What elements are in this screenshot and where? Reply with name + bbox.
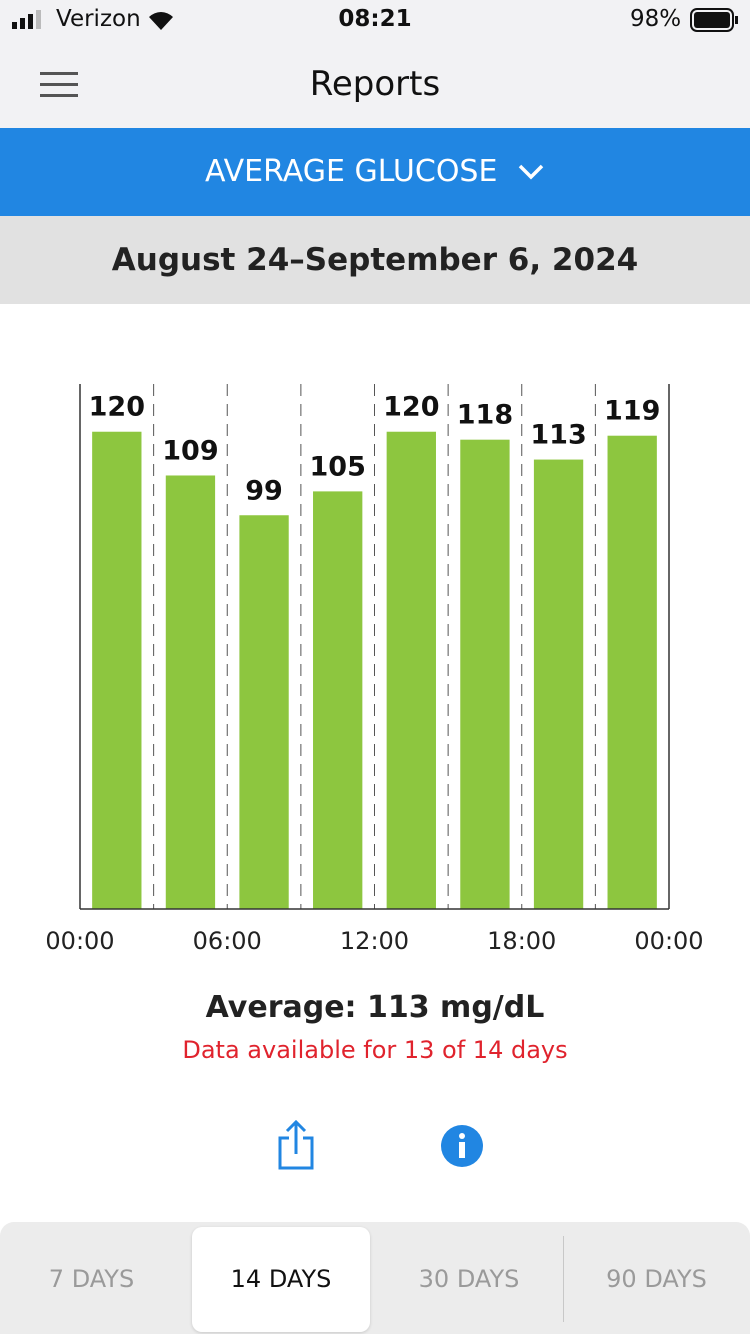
x-tick-label: 18:00 bbox=[487, 927, 556, 955]
battery-icon bbox=[690, 8, 738, 32]
tab-divider bbox=[563, 1236, 564, 1322]
clock: 08:21 bbox=[338, 6, 412, 32]
bar bbox=[239, 515, 289, 909]
x-tick-label: 06:00 bbox=[193, 927, 262, 955]
data-label: 99 bbox=[245, 475, 283, 506]
data-label: 120 bbox=[383, 392, 439, 423]
bar bbox=[313, 491, 363, 909]
data-label: 105 bbox=[310, 451, 366, 482]
data-label: 120 bbox=[89, 392, 145, 423]
data-label: 109 bbox=[162, 435, 218, 466]
period-tab[interactable]: 90 DAYS bbox=[606, 1265, 707, 1293]
bar bbox=[460, 439, 510, 909]
x-tick-label: 12:00 bbox=[340, 927, 409, 955]
status-bar: Verizon 08:21 98% bbox=[0, 0, 750, 44]
data-label: 113 bbox=[530, 420, 586, 451]
data-availability-note: Data available for 13 of 14 days bbox=[182, 1036, 568, 1064]
page-title: Reports bbox=[309, 64, 441, 104]
chevron-icon bbox=[518, 164, 544, 180]
period-tabs: 7 DAYS 14 DAYS 30 DAYS 90 DAYS bbox=[0, 1222, 750, 1334]
period-tab[interactable]: 14 DAYS bbox=[192, 1227, 370, 1332]
chart: 120 109 99 105 120 118 113 119 00:00 06:00 12:00 18… bbox=[45, 384, 704, 955]
data-label: 119 bbox=[604, 396, 660, 427]
x-tick-label: 00:00 bbox=[45, 927, 114, 955]
share-button[interactable] bbox=[276, 1118, 316, 1172]
bar bbox=[386, 431, 436, 909]
bar bbox=[607, 435, 657, 909]
info-button[interactable] bbox=[440, 1124, 484, 1168]
wifi-icon bbox=[149, 12, 173, 31]
data-label: 118 bbox=[457, 400, 513, 431]
nav-bar: Reports bbox=[0, 44, 750, 129]
carrier: Verizon bbox=[56, 6, 141, 32]
period-tab[interactable]: 30 DAYS bbox=[418, 1265, 520, 1293]
date-range: August 24–September 6, 2024 bbox=[0, 216, 750, 304]
selector-label: AVERAGE GLUCOSE bbox=[205, 154, 498, 189]
average-summary: Average: 113 mg/dL bbox=[205, 990, 545, 1025]
battery-percent: 98% bbox=[630, 6, 682, 32]
bar bbox=[165, 475, 216, 909]
bar bbox=[92, 431, 142, 909]
signal-icon bbox=[12, 10, 41, 29]
period-tab[interactable]: 7 DAYS bbox=[48, 1265, 135, 1293]
bar bbox=[533, 459, 584, 909]
menu-button[interactable] bbox=[40, 72, 80, 98]
x-tick-label: 00:00 bbox=[634, 927, 703, 955]
report-selector[interactable]: AVERAGE GLUCOSE bbox=[0, 128, 750, 216]
